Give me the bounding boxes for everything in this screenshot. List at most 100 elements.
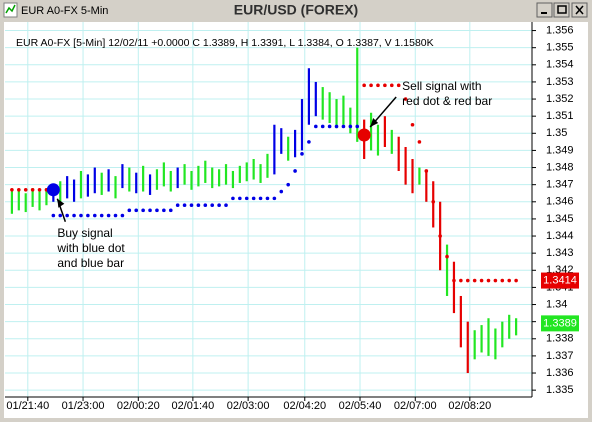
- stop-dot: [272, 196, 277, 201]
- y-tick-label: 1.355: [546, 42, 574, 54]
- stop-dot: [244, 196, 249, 201]
- annotation-text: Sell signal with: [402, 79, 481, 93]
- y-tick-label: 1.347: [546, 179, 574, 191]
- x-tick-label: 01/23:00: [62, 400, 105, 412]
- y-tick-label: 1.335: [546, 384, 574, 396]
- stop-dot: [348, 124, 353, 129]
- annotation-arrowhead: [370, 118, 379, 128]
- stop-dot: [396, 83, 401, 88]
- x-tick-label: 01/21:40: [6, 400, 49, 412]
- stop-dot: [196, 203, 201, 208]
- stop-dot: [376, 83, 380, 88]
- stop-dot: [141, 208, 145, 213]
- stop-dot: [403, 97, 408, 101]
- annotation-text: Buy signal: [57, 226, 112, 240]
- minimize-button[interactable]: [536, 2, 553, 18]
- y-tick-label: 1.351: [546, 110, 574, 122]
- y-tick-label: 1.356: [546, 24, 574, 36]
- stop-dot: [79, 213, 83, 218]
- stop-dot: [279, 189, 284, 194]
- annotation-arrowhead: [57, 198, 65, 208]
- x-tick-label: 02/08:20: [448, 400, 491, 412]
- stop-dot: [86, 213, 90, 218]
- stop-dot: [231, 196, 235, 201]
- signal-dot: [357, 128, 371, 142]
- stop-dot: [341, 124, 346, 129]
- price-label-box: [541, 272, 579, 289]
- stop-dot: [286, 182, 290, 187]
- stop-dot: [293, 169, 297, 173]
- stop-dot: [334, 124, 339, 129]
- y-tick-label: 1.346: [546, 196, 574, 208]
- chart-background: [4, 22, 588, 418]
- stop-dot: [369, 83, 373, 88]
- annotation-text: and blue bar: [57, 256, 124, 270]
- stop-dot: [23, 188, 28, 192]
- stop-dot: [99, 213, 104, 218]
- stop-dot: [327, 124, 332, 129]
- stop-dot: [507, 278, 512, 283]
- stop-dot: [486, 278, 491, 283]
- close-glyph: [575, 5, 584, 15]
- stop-dot: [58, 213, 63, 218]
- stop-dot: [459, 278, 463, 283]
- x-tick-label: 02/00:20: [117, 400, 160, 412]
- stop-dot: [320, 124, 325, 129]
- window-icon-graph: [5, 4, 16, 14]
- y-tick-label: 1.343: [546, 247, 574, 259]
- x-tick-label: 02/01:40: [171, 400, 214, 412]
- price-label-box: [541, 315, 579, 332]
- stop-dot: [148, 208, 152, 213]
- stop-dot: [431, 199, 436, 204]
- stop-dot: [472, 278, 477, 283]
- y-tick-label: 1.35: [546, 127, 567, 139]
- y-tick-label: 1.336: [546, 367, 574, 379]
- stop-dot: [92, 213, 97, 218]
- stop-dot: [238, 196, 242, 201]
- stop-dot: [175, 203, 180, 208]
- stop-dot: [307, 140, 311, 144]
- stop-dot: [182, 203, 187, 208]
- stop-dot: [410, 122, 415, 127]
- stop-dot: [452, 278, 456, 283]
- price-label: 1.3414: [543, 274, 577, 286]
- y-tick-label: 1.352: [546, 93, 574, 105]
- y-tick-label: 1.344: [546, 230, 574, 242]
- stop-dot: [265, 196, 270, 201]
- x-tick-label: 02/05:40: [339, 400, 382, 412]
- stop-dot: [120, 213, 125, 218]
- stop-dot: [155, 208, 159, 213]
- stop-dot: [65, 213, 69, 218]
- stop-dot: [417, 140, 422, 144]
- stop-dot: [51, 213, 56, 218]
- window-buttons: [536, 2, 588, 18]
- x-tick-label: 02/04:20: [283, 400, 326, 412]
- stop-dot: [258, 196, 263, 201]
- stop-dot: [514, 278, 518, 283]
- stop-dot: [389, 83, 394, 88]
- info-line: EUR A0-FX [5-Min] 12/02/11 +0.0000 C 1.3…: [16, 37, 434, 49]
- stop-dot: [224, 203, 228, 208]
- stop-dot: [300, 152, 304, 156]
- stop-dot: [189, 203, 194, 208]
- y-tick-label: 1.345: [546, 213, 574, 225]
- x-tick-label: 02/03:00: [227, 400, 270, 412]
- stop-dot: [493, 278, 498, 283]
- x-tick-label: 02/07:00: [394, 400, 437, 412]
- stop-dot: [203, 203, 208, 208]
- y-tick-label: 1.349: [546, 144, 574, 156]
- stop-dot: [251, 196, 256, 201]
- stop-dot: [355, 124, 360, 129]
- y-tick-label: 1.348: [546, 161, 574, 173]
- stop-dot: [127, 208, 132, 213]
- stop-dot: [362, 83, 366, 88]
- signal-dot: [46, 183, 60, 197]
- stop-dot: [217, 203, 221, 208]
- annotation-text: red dot & red bar: [402, 94, 492, 108]
- stop-dot: [445, 254, 449, 259]
- stop-dot: [314, 124, 318, 129]
- grid: [5, 22, 532, 397]
- stop-dot: [479, 278, 484, 283]
